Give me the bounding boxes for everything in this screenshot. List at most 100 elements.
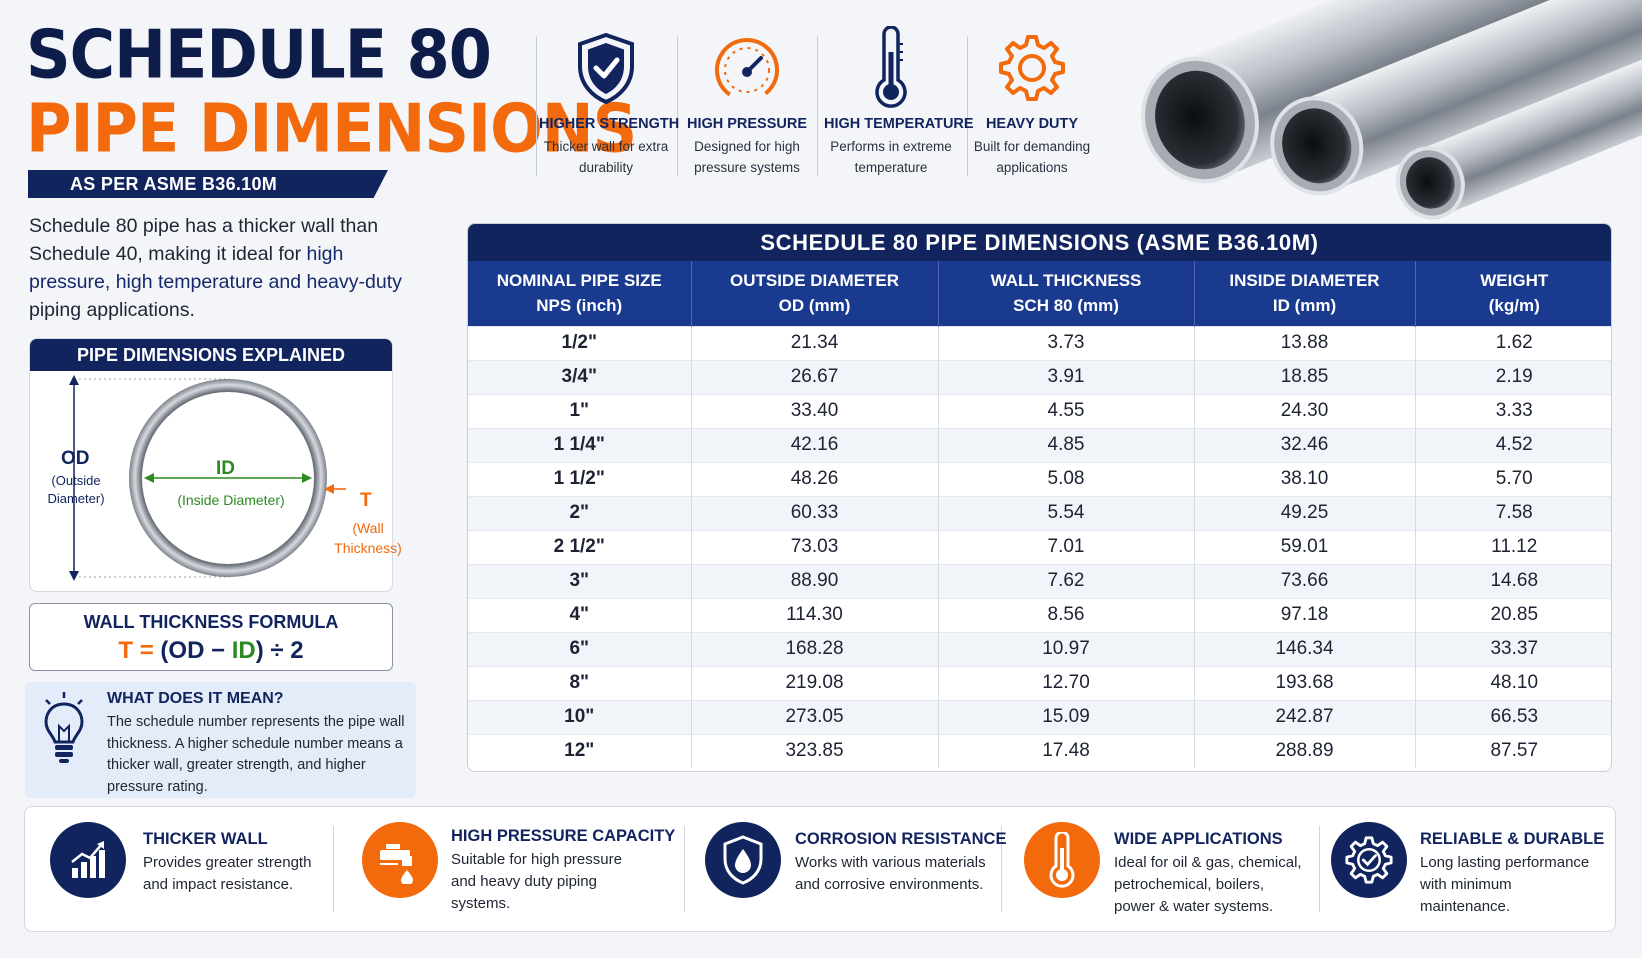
cell-od: 33.40 [691,393,939,428]
cell-id: 13.88 [1194,325,1416,360]
cell-nps: 3/4" [468,359,692,394]
feature-title: HIGH TEMPERATURE [824,116,974,132]
table-row: 2" 60.33 5.54 49.25 7.58 [468,495,1611,530]
formula-title: WALL THICKNESS FORMULA [83,612,339,632]
benefit-desc: Suitable for high pressure and heavy dut… [451,851,622,912]
cell-nps: 3" [468,563,692,598]
explained-heading: PIPE DIMENSIONS EXPLAINED [30,339,392,371]
table-row: 3/4" 26.67 3.91 18.85 2.19 [468,359,1611,394]
od-description: (Outside Diameter) [46,472,106,508]
t-description: (Wall Thickness) [334,518,402,558]
id-description: (Inside Diameter) [177,492,285,508]
table-row: 1 1/2" 48.26 5.08 38.10 5.70 [468,461,1611,496]
cell-wall: 7.62 [938,563,1195,598]
benefit-title: HIGH PRESSURE CAPACITY [451,827,676,845]
table-row: 1 1/4" 42.16 4.85 32.46 4.52 [468,427,1611,462]
formula-open: ( [160,637,169,664]
cell-wall: 17.48 [938,733,1195,768]
cell-od: 21.34 [691,325,939,360]
benefit-title: CORROSION RESISTANCE [795,830,1007,848]
od-desc-line: (Outside [51,473,101,488]
feature-desc: Performs in extreme temperature [830,139,952,175]
column-header-weight: WEIGHT (kg/m) [1415,261,1611,326]
benefit-desc: Provides greater strength and impact res… [143,854,312,893]
table-row: 1/2" 21.34 3.73 13.88 1.62 [468,325,1611,360]
wall-thickness-formula: WALL THICKNESS FORMULA T = (OD − ID) ÷ 2 [29,603,393,671]
cell-weight: 1.62 [1415,325,1611,360]
cell-weight: 5.70 [1415,461,1611,496]
cell-od: 60.33 [691,495,939,530]
cell-nps: 2 1/2" [468,529,692,564]
feature-title: HIGHER STRENGTH [539,116,680,132]
what-does-it-mean-panel [25,682,416,798]
meaning-text: The schedule number represents the pipe … [107,714,405,795]
formula-t: T [118,637,134,664]
cell-od: 323.85 [691,733,939,768]
formula-od: OD [168,637,205,664]
cell-weight: 66.53 [1415,699,1611,734]
intro-paragraph: Schedule 80 pipe has a thicker wall than… [29,212,429,324]
id-label: ID [216,458,235,479]
intro-text-2: piping applications. [29,299,195,321]
table-row: 4" 114.30 8.56 97.18 20.85 [468,597,1611,632]
divider [333,826,334,912]
cell-od: 273.05 [691,699,939,734]
steel-pipes-image [1140,0,1642,232]
cell-id: 24.30 [1194,393,1416,428]
cell-wall: 5.08 [938,461,1195,496]
benefit-title: RELIABLE & DURABLE [1420,830,1605,848]
intro-text-1: Schedule 80 pipe has a thicker wall than… [29,215,379,265]
cell-wall: 5.54 [938,495,1195,530]
od-label: OD [61,448,90,469]
feature-higher-strength: HIGHER STRENGTH Thicker wall for extra d… [539,26,680,178]
cell-wall: 8.56 [938,597,1195,632]
feature-desc: Thicker wall for extra durability [543,139,669,175]
cell-od: 114.30 [691,597,939,632]
cell-od: 26.67 [691,359,939,394]
cell-weight: 11.12 [1415,529,1611,564]
cell-weight: 14.68 [1415,563,1611,598]
benefit-title: THICKER WALL [143,830,268,848]
table-row: 10" 273.05 15.09 242.87 66.53 [468,699,1611,734]
thermometer-icon [824,26,958,110]
faucet-drop-icon [362,822,438,898]
gear-check-icon [1331,822,1407,898]
divider [1319,826,1320,912]
column-header-wall: WALL THICKNESS SCH 80 (mm) [938,261,1195,326]
cell-wall: 3.91 [938,359,1195,394]
benefit-desc: Ideal for oil & gas, chemical, petrochem… [1114,854,1302,915]
formula-id: ID [231,637,256,664]
benefit-title: WIDE APPLICATIONS [1114,830,1283,848]
cell-nps: 6" [468,631,692,666]
t-label: T [360,490,372,511]
intro-highlight: high pressure, high temperature and heav… [29,243,402,293]
feature-high-temperature: HIGH TEMPERATURE Performs in extreme tem… [824,26,974,178]
cell-od: 168.28 [691,631,939,666]
cell-weight: 33.37 [1415,631,1611,666]
formula-close: ) ÷ 2 [255,637,304,664]
cell-wall: 10.97 [938,631,1195,666]
cell-nps: 1/2" [468,325,692,360]
page-title-line2: PIPE DIMENSIONS [26,89,637,168]
table-row: 12" 323.85 17.48 288.89 87.57 [468,733,1611,768]
cell-nps: 12" [468,733,692,768]
cell-id: 18.85 [1194,359,1416,394]
feature-heavy-duty: HEAVY DUTY Built for demanding applicati… [965,26,1099,178]
shield-drop-icon [705,822,781,898]
cell-od: 42.16 [691,427,939,462]
cell-nps: 4" [468,597,692,632]
od-desc-line: Diameter) [47,491,105,506]
cell-weight: 48.10 [1415,665,1611,700]
cell-nps: 2" [468,495,692,530]
divider [536,36,537,176]
cell-weight: 87.57 [1415,733,1611,768]
cell-wall: 3.73 [938,325,1195,360]
pressure-gauge-icon [680,26,814,110]
table-row: 6" 168.28 10.97 146.34 33.37 [468,631,1611,666]
cell-id: 288.89 [1194,733,1416,768]
t-desc-line: Thickness) [334,540,402,556]
cell-wall: 12.70 [938,665,1195,700]
cell-wall: 7.01 [938,529,1195,564]
cell-id: 97.18 [1194,597,1416,632]
cell-id: 38.10 [1194,461,1416,496]
